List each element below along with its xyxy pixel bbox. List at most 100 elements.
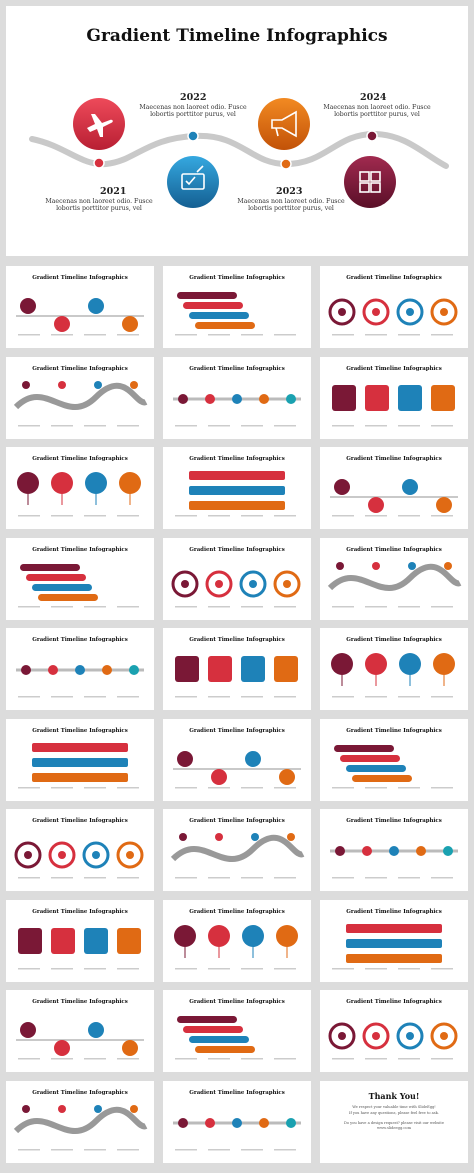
thumbnail-graphic (173, 750, 301, 788)
milestone-circle-2024 (344, 156, 396, 208)
thumbnail-title: Gradient Timeline Infographics (189, 818, 285, 824)
thumbnail-title: Gradient Timeline Infographics (189, 275, 285, 281)
slide-thumbnail[interactable]: Gradient Timeline Infographics (163, 899, 311, 982)
thumbnail-title: Gradient Timeline Infographics (32, 275, 128, 281)
slide-thumbnail[interactable]: Gradient Timeline Infographics (163, 628, 311, 710)
slide-thumbnail[interactable]: Gradient Timeline Infographics (163, 990, 311, 1072)
slide-thumbnail[interactable]: Gradient Timeline Infographics (6, 809, 154, 891)
thumbnail-title: Gradient Timeline Infographics (346, 908, 442, 915)
thumbnail-graphic (330, 846, 458, 879)
thumbnail-graphic (332, 744, 453, 788)
thumbnail-title: Gradient Timeline Infographics (346, 999, 442, 1005)
slide-thumbnail[interactable]: Gradient Timeline Infographics (6, 718, 154, 801)
thumbnail-title: Gradient Timeline Infographics (189, 637, 285, 643)
slide-thumbnail[interactable]: Gradient Timeline Infographics (163, 718, 311, 801)
thumbnail-graphic (14, 841, 144, 879)
slide-thumbnail[interactable]: Gradient Timeline Infographics (163, 447, 311, 529)
thumbnail-title: Gradient Timeline Infographics (32, 727, 128, 734)
thank-you-line2: If you have any questions, please feel f… (349, 1110, 439, 1115)
thumbnail-graphic (328, 1022, 458, 1060)
thank-you-slide[interactable]: Thank You! We respect your valuable time … (320, 1080, 468, 1163)
thumbnail-graphic (173, 393, 301, 426)
slide-thumbnail[interactable]: Gradient Timeline Infographics (320, 899, 468, 982)
slide-thumbnail[interactable]: Gradient Timeline Infographics (320, 718, 468, 801)
thumbnail-title: Gradient Timeline Infographics (32, 365, 128, 372)
slide-thumbnail[interactable]: Gradient Timeline Infographics (6, 356, 154, 439)
thumbnail-title: Gradient Timeline Infographics (32, 637, 128, 643)
year-2022: 2022 (180, 92, 207, 103)
thumbnail-graphic (170, 833, 305, 879)
thumbnail-graphic (13, 1104, 148, 1150)
slide-thumbnail[interactable]: Gradient Timeline Infographics (320, 356, 468, 439)
year-2021: 2021 (100, 186, 127, 197)
thumbnail-graphic (327, 561, 462, 607)
thumbnail-graphic (175, 656, 298, 698)
slide-thumbnail[interactable]: Gradient Timeline Infographics (320, 809, 468, 891)
year-2024: 2024 (360, 92, 387, 103)
thumbnail-title: Gradient Timeline Infographics (32, 546, 128, 553)
slide-thumbnail[interactable]: Gradient Timeline Infographics (6, 266, 154, 348)
slide-thumbnail[interactable]: Gradient Timeline Infographics (320, 447, 468, 529)
thumbnail-title: Gradient Timeline Infographics (346, 637, 442, 643)
thumbnail-graphic (173, 1117, 301, 1150)
slide-thumbnail[interactable]: Gradient Timeline Infographics (6, 990, 154, 1072)
thumbnail-title: Gradient Timeline Infographics (32, 908, 128, 915)
slide-thumbnail[interactable]: Gradient Timeline Infographics (163, 266, 311, 348)
thumbnail-graphic (171, 570, 301, 607)
airplane-icon (87, 114, 113, 137)
thumbnail-title: Gradient Timeline Infographics (189, 727, 285, 734)
thumbnail-title: Gradient Timeline Infographics (189, 908, 285, 915)
thumbnail-graphic (332, 384, 455, 426)
thumbnail-graphic (175, 292, 296, 336)
thumbnail-title: Gradient Timeline Infographics (189, 1089, 285, 1096)
thumbnail-title: Gradient Timeline Infographics (346, 727, 442, 734)
milestone-circle-2022 (167, 156, 219, 208)
caption-2022: Maecenas non laoreet odio. Fusce loborti… (139, 104, 247, 119)
thumbnail-graphic (331, 653, 455, 698)
thumbnail-graphic (18, 742, 139, 788)
thumbnail-graphic (13, 380, 148, 426)
thumbnail-graphic (328, 298, 458, 336)
hero-slide[interactable]: Gradient Timeline Infographics (6, 6, 468, 256)
thumbnail-graphic (16, 665, 144, 698)
thumbnail-graphic (17, 472, 141, 517)
slide-thumbnail[interactable]: Gradient Timeline Infographics (6, 1080, 154, 1163)
thumbnail-graphic (18, 563, 139, 607)
thumbnail-title: Gradient Timeline Infographics (32, 999, 128, 1005)
thumbnail-title: Gradient Timeline Infographics (346, 818, 442, 824)
thank-you-line3: Do you have a design request? please vis… (343, 1120, 444, 1130)
hero-title: Gradient Timeline Infographics (86, 26, 388, 46)
thumbnail-title: Gradient Timeline Infographics (189, 365, 285, 372)
thumbnail-graphic (16, 1022, 144, 1060)
thumbnail-graphic (175, 471, 296, 517)
caption-2021: Maecenas non laoreet odio. Fusce loborti… (45, 198, 153, 213)
thumbnail-title: Gradient Timeline Infographics (346, 546, 442, 553)
caption-2024: Maecenas non laoreet odio. Fusce loborti… (323, 104, 431, 119)
thumbnail-title: Gradient Timeline Infographics (32, 818, 128, 824)
slide-thumbnail[interactable]: Gradient Timeline Infographics (6, 537, 154, 620)
slide-thumbnail[interactable]: Gradient Timeline Infographics (320, 537, 468, 620)
slide-thumbnail[interactable]: Gradient Timeline Infographics (163, 809, 311, 891)
thumbnail-graphic (174, 924, 298, 969)
milestone-circle-2023 (258, 98, 310, 150)
thumbnail-graphic (332, 923, 453, 969)
thumbnail-graphic (175, 1016, 296, 1060)
slide-thumbnail[interactable]: Gradient Timeline Infographics (6, 628, 154, 710)
thumbnail-title: Gradient Timeline Infographics (32, 1089, 128, 1096)
thumbnail-title: Gradient Timeline Infographics (189, 456, 285, 462)
thumbnail-graphic (18, 927, 141, 969)
thumbnail-title: Gradient Timeline Infographics (189, 546, 285, 553)
thumbnail-title: Gradient Timeline Infographics (32, 456, 128, 462)
slide-thumbnail[interactable]: Gradient Timeline Infographics (320, 990, 468, 1072)
thumbnail-graphic (330, 479, 458, 517)
slide-thumbnail[interactable]: Gradient Timeline Infographics (6, 447, 154, 529)
slide-thumbnail[interactable]: Gradient Timeline Infographics (163, 1080, 311, 1163)
thank-you-title: Thank You! (368, 1090, 420, 1101)
slide-thumbnail[interactable]: Gradient Timeline Infographics (6, 899, 154, 982)
slide-thumbnail[interactable]: Gradient Timeline Infographics (163, 356, 311, 439)
slide-thumbnail[interactable]: Gradient Timeline Infographics (163, 537, 311, 620)
slide-thumbnail[interactable]: Gradient Timeline Infographics (320, 266, 468, 348)
slide-thumbnail[interactable]: Gradient Timeline Infographics (320, 628, 468, 710)
check-icon (181, 165, 205, 190)
